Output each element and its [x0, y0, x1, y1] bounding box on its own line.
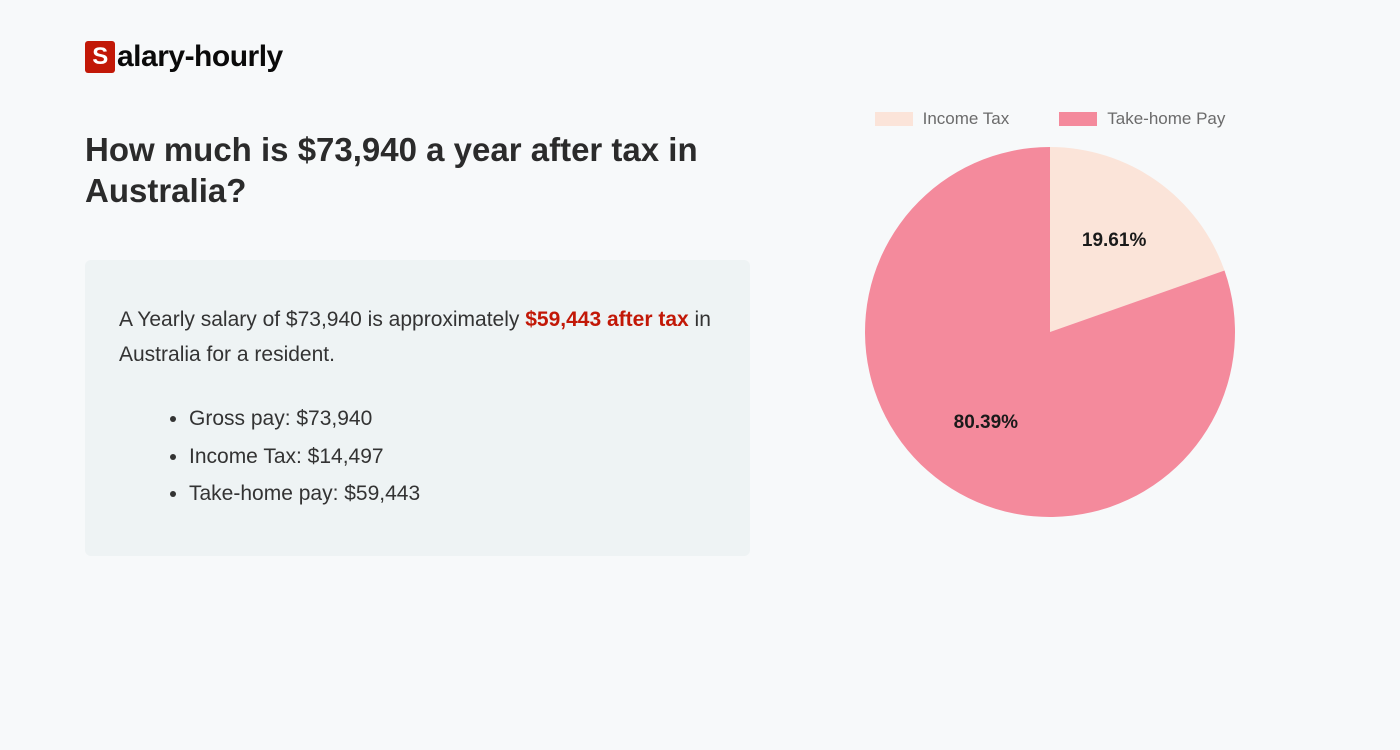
summary-highlight: $59,443 after tax [525, 308, 688, 331]
pie-legend: Income Tax Take-home Pay [875, 109, 1226, 129]
pie-svg [865, 147, 1235, 517]
legend-label-tax: Income Tax [923, 109, 1010, 129]
summary-box: A Yearly salary of $73,940 is approximat… [85, 260, 750, 556]
logo-text: alary-hourly [117, 40, 283, 74]
bullet-tax: Income Tax: $14,497 [189, 439, 716, 475]
legend-item-takehome: Take-home Pay [1059, 109, 1225, 129]
right-column: Income Tax Take-home Pay 19.61% 80.39% [830, 109, 1270, 517]
summary-pre: A Yearly salary of $73,940 is approximat… [119, 308, 525, 331]
bullet-takehome: Take-home pay: $59,443 [189, 476, 716, 512]
summary-text: A Yearly salary of $73,940 is approximat… [119, 302, 716, 373]
pie-chart: 19.61% 80.39% [865, 147, 1235, 517]
bullet-gross: Gross pay: $73,940 [189, 401, 716, 437]
page-title: How much is $73,940 a year after tax in … [85, 129, 750, 212]
legend-swatch-takehome [1059, 112, 1097, 126]
legend-swatch-tax [875, 112, 913, 126]
legend-item-tax: Income Tax [875, 109, 1010, 129]
left-column: How much is $73,940 a year after tax in … [85, 129, 750, 556]
logo-badge: S [85, 41, 115, 73]
content-row: How much is $73,940 a year after tax in … [85, 129, 1315, 556]
site-logo: Salary-hourly [85, 40, 1315, 74]
legend-label-takehome: Take-home Pay [1107, 109, 1225, 129]
summary-bullets: Gross pay: $73,940 Income Tax: $14,497 T… [119, 401, 716, 512]
pie-slice-label: 19.61% [1082, 230, 1146, 252]
pie-slice-label: 80.39% [954, 412, 1018, 434]
